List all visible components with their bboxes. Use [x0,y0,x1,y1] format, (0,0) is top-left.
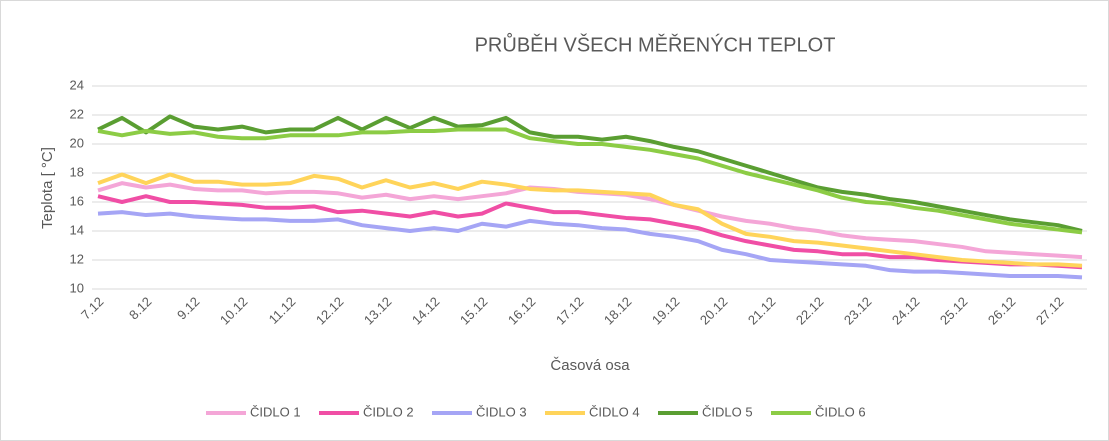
legend-label: ČIDLO 1 [250,404,301,419]
legend-label: ČIDLO 4 [589,404,640,419]
y-axis-title: Teplota [ °C] [39,147,56,229]
y-tick-label: 10 [70,280,84,295]
legend-label: ČIDLO 6 [815,404,866,419]
series-line [97,172,1083,268]
x-axis-title: Časová osa [550,357,630,374]
y-tick-label: 24 [70,77,84,92]
chart-title: PRŮBĚH VŠECH MĚŘENÝCH TEPLOT [475,32,836,56]
series-line [97,194,1083,270]
series-line [97,127,1083,235]
legend-label: ČIDLO 3 [476,404,527,419]
y-tick-label: 20 [70,135,84,150]
y-tick-label: 14 [70,222,84,237]
legend-label: ČIDLO 2 [363,404,414,419]
series-line [97,114,1083,233]
series-line [97,210,1083,280]
y-tick-label: 16 [70,193,84,208]
y-tick-label: 12 [70,251,84,266]
legend-label: ČIDLO 5 [702,404,753,419]
y-tick-label: 18 [70,164,84,179]
y-tick-label: 22 [70,106,84,121]
